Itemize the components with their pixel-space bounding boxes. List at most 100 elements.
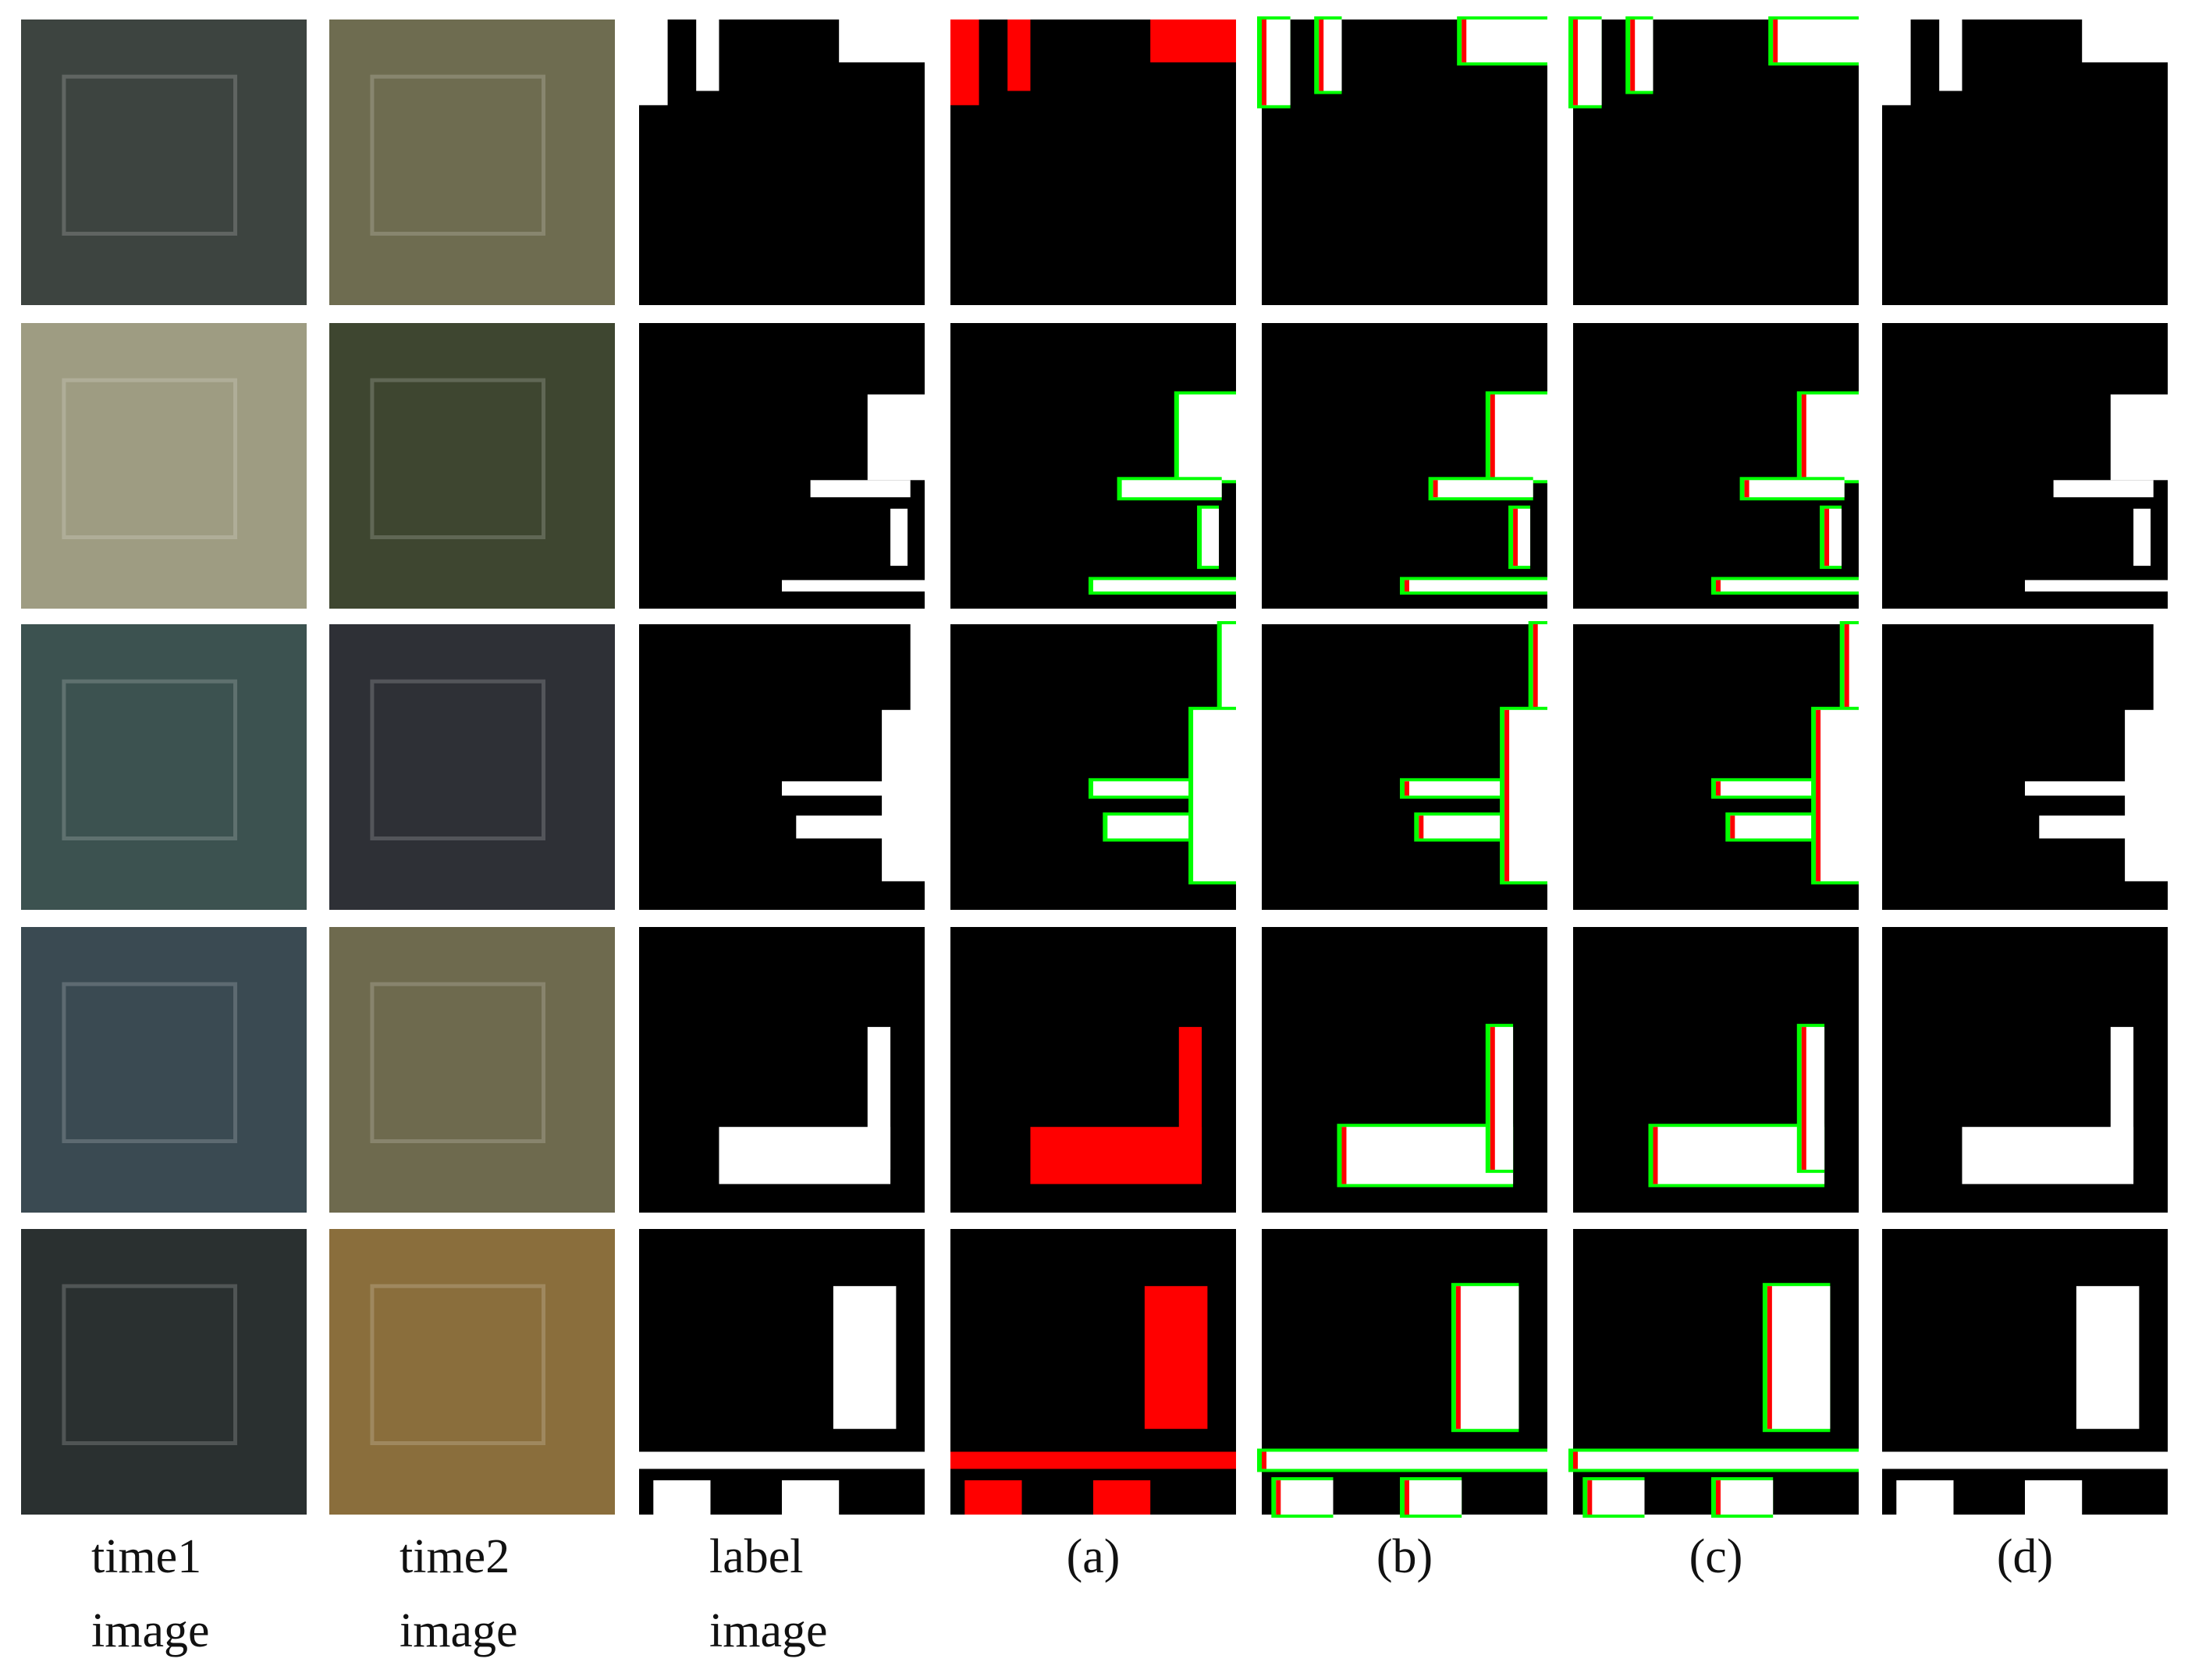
- missed-region: [1573, 1451, 1578, 1469]
- change-region: [2053, 480, 2154, 498]
- change-region: [1816, 709, 1859, 882]
- input-image: [21, 624, 307, 910]
- change-region: [1405, 1480, 1462, 1515]
- column-caption: (a): [1067, 1530, 1121, 1583]
- missed-region: [1816, 709, 1821, 882]
- change-region: [782, 580, 925, 592]
- change-region: [890, 508, 908, 567]
- change-region: [2025, 580, 2168, 592]
- image-texture: [370, 679, 545, 841]
- mask-image: [950, 624, 1236, 910]
- change-region: [910, 624, 925, 725]
- input-image: [21, 1229, 307, 1515]
- mask-image: [1573, 624, 1859, 910]
- mask-image: [1262, 20, 1547, 305]
- column-caption: (b): [1376, 1530, 1433, 1583]
- change-region: [696, 20, 719, 91]
- change-region: [1896, 1480, 1954, 1515]
- column-caption: (c): [1689, 1530, 1743, 1583]
- change-region: [839, 20, 925, 62]
- missed-region: [1433, 480, 1438, 498]
- change-region: [2125, 709, 2168, 882]
- change-region: [867, 394, 925, 481]
- missed-region: [1490, 1027, 1495, 1170]
- column-caption: image: [91, 1604, 210, 1657]
- change-region: [1262, 20, 1291, 105]
- input-image: [329, 20, 615, 305]
- missed-region: [1824, 508, 1830, 567]
- missed-region: [1262, 1451, 1266, 1469]
- change-region: [1178, 394, 1236, 481]
- missed-region: [1455, 1286, 1461, 1430]
- image-texture: [62, 74, 238, 236]
- change-region: [1882, 1451, 2168, 1469]
- change-region: [1716, 1480, 1774, 1515]
- change-region: [1221, 624, 1236, 725]
- missed-region: [1262, 20, 1266, 105]
- change-region: [1193, 709, 1236, 882]
- change-region: [1744, 480, 1845, 498]
- change-region: [2076, 1286, 2140, 1430]
- change-region: [1276, 1480, 1334, 1515]
- missed-region: [1405, 781, 1409, 796]
- change-region: [1573, 20, 1602, 105]
- change-region: [2110, 1027, 2134, 1170]
- column-caption: time2: [400, 1530, 510, 1583]
- change-region: [639, 1451, 925, 1469]
- missed-region: [1653, 1127, 1658, 1185]
- input-image: [329, 927, 615, 1213]
- missed-region: [1513, 508, 1518, 567]
- missed-region: [1490, 394, 1495, 481]
- change-region: [1121, 480, 1222, 498]
- change-region: [1504, 709, 1547, 882]
- change-region: [1093, 1480, 1151, 1515]
- missed-region: [1730, 815, 1735, 839]
- image-texture: [370, 1284, 545, 1445]
- missed-region: [1801, 394, 1806, 481]
- missed-region: [1341, 1127, 1347, 1185]
- change-region: [1007, 20, 1031, 91]
- change-region: [2133, 508, 2151, 567]
- missed-region: [1276, 1480, 1281, 1515]
- input-image: [329, 624, 615, 910]
- change-region: [833, 1286, 897, 1430]
- change-region: [2025, 1480, 2083, 1515]
- input-image: [21, 323, 307, 609]
- input-image: [21, 20, 307, 305]
- change-region: [1150, 20, 1236, 62]
- change-region: [1462, 20, 1547, 62]
- change-region: [810, 480, 911, 498]
- change-region: [882, 709, 925, 882]
- image-texture: [370, 982, 545, 1143]
- change-region: [1490, 394, 1547, 481]
- missed-region: [1716, 580, 1721, 592]
- missed-region: [1405, 1480, 1409, 1515]
- mask-image: [1262, 624, 1547, 910]
- change-region: [1716, 580, 1859, 592]
- change-region: [1767, 1286, 1831, 1430]
- missed-region: [1844, 624, 1849, 725]
- missed-region: [1801, 1027, 1806, 1170]
- column-caption: time1: [91, 1530, 201, 1583]
- change-region: [964, 1480, 1022, 1515]
- change-region: [1405, 580, 1547, 592]
- image-texture: [62, 982, 238, 1143]
- change-region: [1773, 20, 1859, 62]
- change-region: [1341, 1127, 1514, 1185]
- missed-region: [1744, 480, 1749, 498]
- change-region: [2153, 624, 2168, 725]
- change-region: [1030, 1127, 1202, 1185]
- column-caption: (d): [1997, 1530, 2053, 1583]
- missed-region: [1767, 1286, 1772, 1430]
- mask-image: [639, 624, 925, 910]
- change-region: [2110, 394, 2168, 481]
- missed-region: [1462, 20, 1467, 62]
- missed-region: [1716, 1480, 1721, 1515]
- change-region: [639, 20, 668, 105]
- change-region: [950, 20, 979, 105]
- mask-image: [1573, 20, 1859, 305]
- missed-region: [1419, 815, 1424, 839]
- change-region: [1939, 20, 1962, 91]
- change-region: [2082, 20, 2168, 62]
- change-region: [950, 1451, 1236, 1469]
